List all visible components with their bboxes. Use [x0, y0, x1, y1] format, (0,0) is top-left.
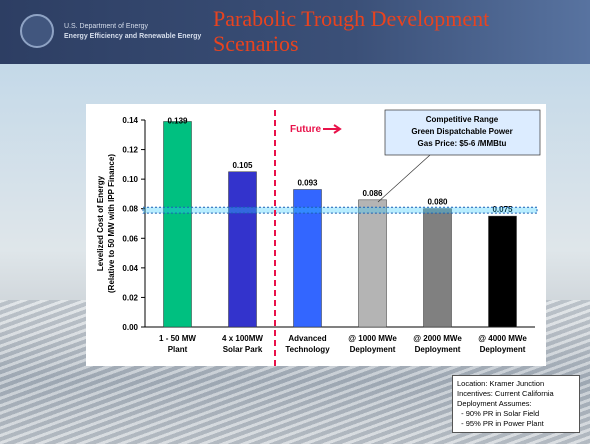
callout-box — [384, 109, 541, 156]
y-axis-label: (Relative to 50 MW with IPP Finance) — [107, 154, 116, 293]
y-tick-label: 0.02 — [122, 293, 138, 302]
y-tick-label: 0.08 — [122, 205, 138, 214]
y-tick-label: 0.14 — [122, 116, 138, 125]
agency: U.S. Department of Energy — [64, 23, 149, 30]
value-label: 0.075 — [492, 205, 513, 214]
x-tick-label: @ 2000 MWe Deployment — [413, 334, 462, 354]
callout-text: Green Dispatchable Power — [411, 127, 512, 136]
y-tick-label: 0.04 — [122, 264, 138, 273]
x-tick-label: 4 x 100MW Solar Park — [222, 334, 263, 354]
bar — [423, 208, 452, 328]
note-line: Deployment Assumes: — [457, 399, 532, 408]
y-tick-label: 0.10 — [122, 175, 138, 184]
future-arrow — [323, 124, 342, 134]
x-tick-label: Advanced Technology — [285, 334, 330, 354]
competitive-band — [142, 206, 538, 214]
note-line: Location: Kramer Junction — [457, 379, 545, 388]
note-line: - 90% PR in Solar Field — [457, 409, 540, 418]
bar — [488, 215, 517, 328]
x-tick-label: @ 4000 MWe Deployment — [478, 334, 527, 354]
office: Energy Efficiency and Renewable Energy — [64, 33, 202, 40]
callout-text: Competitive Range — [426, 115, 499, 124]
x-tick-label: 1 - 50 MW Plant — [159, 334, 196, 354]
x-tick-label: @ 1000 MWe Deployment — [348, 334, 397, 354]
value-label: 0.093 — [297, 178, 318, 187]
y-tick-label: 0.06 — [122, 234, 138, 243]
logo — [20, 14, 54, 48]
value-label: 0.105 — [232, 161, 253, 170]
y-axis-label: Levelized Cost of Energy — [96, 175, 105, 271]
future-label: Future — [290, 124, 322, 135]
callout-pointer — [377, 154, 431, 203]
header: U.S. Department of Energy Energy Efficie… — [0, 0, 590, 64]
value-label: 0.139 — [167, 116, 188, 125]
callout-text: Gas Price: $5-6 /MMBtu — [418, 139, 507, 148]
value-label: 0.080 — [427, 198, 448, 207]
note-line: Incentives: Current California — [457, 389, 554, 398]
y-tick-label: 0.12 — [122, 146, 138, 155]
note-box: Location: Kramer Junction Incentives: Cur… — [452, 375, 580, 433]
bar — [163, 121, 192, 328]
bar — [228, 171, 257, 328]
bar — [293, 189, 322, 328]
y-tick-label: 0.00 — [122, 323, 138, 332]
bar — [358, 199, 387, 328]
slide-title: Parabolic Trough Development Scenarios — [213, 6, 490, 56]
note-line: - 95% PR in Power Plant — [457, 419, 544, 428]
value-label: 0.086 — [362, 189, 383, 198]
